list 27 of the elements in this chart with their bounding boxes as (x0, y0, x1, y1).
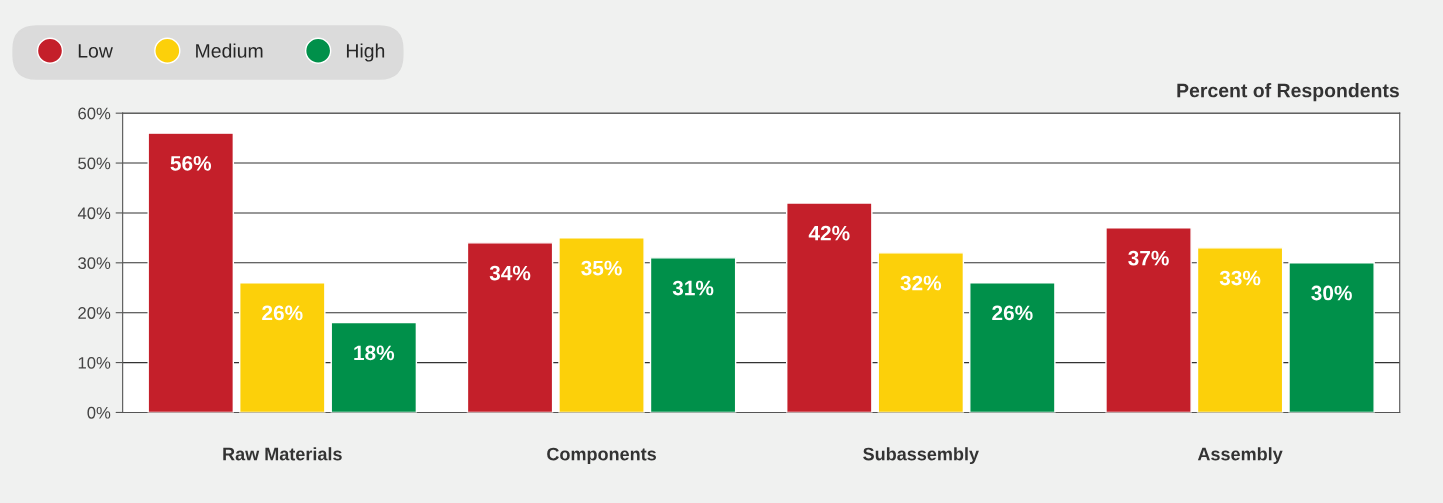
y-tick-label: 60% (78, 107, 111, 120)
data-label: 35% (581, 260, 622, 276)
x-tick-label: Assembly (1197, 447, 1283, 465)
y-tick-label: 0% (87, 406, 111, 419)
legend-label: High (346, 43, 385, 62)
legend-label: Low (78, 44, 113, 58)
x-tick-label: Components (547, 447, 656, 465)
data-label: 26% (262, 305, 303, 321)
y-tick-label: 10% (78, 356, 111, 369)
data-label: 26% (992, 305, 1033, 321)
y-axis-title: Percent of Respondents (1177, 83, 1399, 102)
data-label: 18% (354, 345, 395, 361)
legend-label: Medium (196, 43, 263, 58)
data-label: 56% (170, 155, 212, 171)
x-tick-label: Subassembly (863, 447, 979, 465)
x-tick-label: Raw Materials (223, 447, 342, 461)
data-label: 32% (900, 275, 942, 291)
y-tick-label: 50% (78, 157, 111, 170)
data-label: 33% (1219, 270, 1261, 286)
data-label: 31% (672, 280, 714, 296)
y-tick-label: 30% (78, 257, 111, 270)
data-label: 42% (808, 225, 850, 241)
y-tick-label: 20% (78, 307, 111, 319)
data-label: 37% (1128, 250, 1169, 266)
data-label: 34% (489, 265, 531, 281)
data-label: 30% (1311, 285, 1352, 301)
y-tick-label: 40% (77, 207, 111, 220)
